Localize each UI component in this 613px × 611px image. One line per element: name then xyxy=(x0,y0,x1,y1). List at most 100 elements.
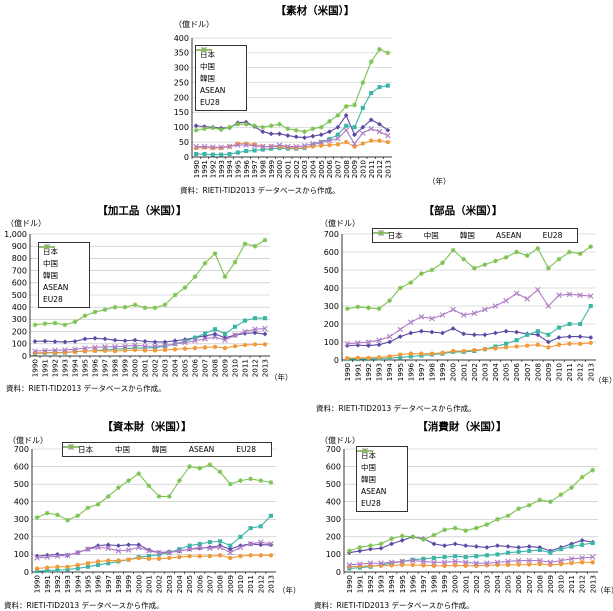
data-point xyxy=(202,151,207,157)
data-point xyxy=(152,305,158,311)
data-point xyxy=(344,306,350,312)
data-point xyxy=(580,542,585,547)
data-point xyxy=(238,478,243,484)
data-point xyxy=(527,548,532,553)
x-tick-label: 1998 xyxy=(114,575,123,594)
data-point xyxy=(515,557,522,564)
x-tick-label: 2004 xyxy=(491,363,500,382)
data-point xyxy=(146,547,152,553)
data-point xyxy=(166,549,173,556)
legend-swatch xyxy=(357,448,373,454)
source-note: 資料：RIETI-TID2013 データベースから作成。 xyxy=(316,404,476,413)
x-tick-label: 2004 xyxy=(308,160,317,179)
data-point xyxy=(503,297,509,304)
x-tick-label: 2007 xyxy=(525,575,534,593)
data-point xyxy=(366,355,371,360)
data-point xyxy=(377,85,382,90)
data-point xyxy=(440,260,445,266)
x-tick-label: 2003 xyxy=(482,575,491,593)
data-point xyxy=(192,274,198,280)
data-point xyxy=(429,329,435,335)
data-point xyxy=(387,339,393,345)
data-point xyxy=(556,335,562,340)
y-tick-label: 200 xyxy=(174,93,189,102)
data-point xyxy=(146,483,152,489)
data-point xyxy=(122,348,128,353)
chart-title: 【素材（米国）】 xyxy=(275,5,355,17)
x-tick-label: 2008 xyxy=(342,160,351,179)
data-point xyxy=(344,341,351,347)
x-tick-label: 1993 xyxy=(63,575,72,593)
x-tick-label: 1994 xyxy=(73,575,82,594)
data-point xyxy=(368,125,374,132)
data-point xyxy=(474,554,479,559)
data-point xyxy=(32,348,38,354)
legend-item: EU28 xyxy=(39,244,85,305)
data-point xyxy=(237,544,244,551)
data-point xyxy=(526,502,532,508)
data-point xyxy=(442,563,447,569)
data-point xyxy=(558,492,564,498)
legend-label: EU28 xyxy=(236,445,257,454)
data-point xyxy=(268,513,273,518)
legend-item: 中国 xyxy=(357,448,403,473)
data-point xyxy=(357,561,363,567)
data-point xyxy=(569,561,574,566)
x-tick-label: 2008 xyxy=(533,363,542,382)
data-point xyxy=(207,540,212,545)
legend-label: 日本 xyxy=(387,231,403,240)
data-point xyxy=(589,554,596,560)
y-tick-label: 700 xyxy=(12,266,27,275)
x-tick-label: 2002 xyxy=(472,575,481,593)
data-point xyxy=(212,331,218,337)
x-tick-label: 1999 xyxy=(121,359,130,378)
data-point xyxy=(505,558,511,565)
x-tick-label: 2005 xyxy=(502,363,511,381)
series-line xyxy=(34,328,266,352)
data-point xyxy=(122,343,128,350)
x-tick-label: 1995 xyxy=(81,359,90,377)
data-point xyxy=(421,563,426,568)
data-point xyxy=(207,554,213,559)
data-point xyxy=(463,543,469,549)
data-point xyxy=(579,555,585,561)
data-point xyxy=(335,132,340,137)
data-point xyxy=(193,143,199,150)
data-point xyxy=(162,339,168,345)
data-point xyxy=(461,348,466,354)
data-point xyxy=(335,142,340,147)
data-point xyxy=(52,347,58,353)
legend-label: ASEAN xyxy=(43,282,69,292)
data-point xyxy=(177,547,182,552)
data-point xyxy=(473,525,479,531)
legend-item: 韓国 xyxy=(373,230,475,241)
x-tick-label: 1994 xyxy=(385,363,394,382)
data-point xyxy=(201,143,208,150)
series-1 xyxy=(34,541,274,559)
data-point xyxy=(493,346,498,351)
legend-label: 中国 xyxy=(43,258,58,268)
data-point xyxy=(62,339,68,345)
data-point xyxy=(226,143,233,150)
series-line xyxy=(34,239,266,326)
x-tick-label: 2005 xyxy=(504,575,513,593)
data-point xyxy=(369,138,374,143)
legend-item: ASEAN xyxy=(196,47,242,96)
x-tick-label: 1990 xyxy=(31,359,40,378)
data-point xyxy=(262,237,268,243)
data-point xyxy=(385,50,391,56)
data-point xyxy=(327,129,332,135)
data-point xyxy=(64,552,71,559)
data-point xyxy=(252,326,258,332)
chart-panel-consumer-goods: 【消費財（米国）】 （億ドル） 0 100 200 300 400 500 600 700 19… xyxy=(312,412,613,611)
y-tick-label: 100 xyxy=(174,123,189,132)
x-tick-label: 1992 xyxy=(366,575,375,593)
data-point xyxy=(126,557,131,562)
data-point xyxy=(452,558,458,565)
data-point xyxy=(156,494,162,499)
x-tick-label: 2006 xyxy=(325,160,334,179)
x-tick-label: 1995 xyxy=(396,363,405,381)
legend-label: 韓国 xyxy=(151,445,167,454)
data-point xyxy=(577,251,583,257)
data-point xyxy=(360,141,365,146)
